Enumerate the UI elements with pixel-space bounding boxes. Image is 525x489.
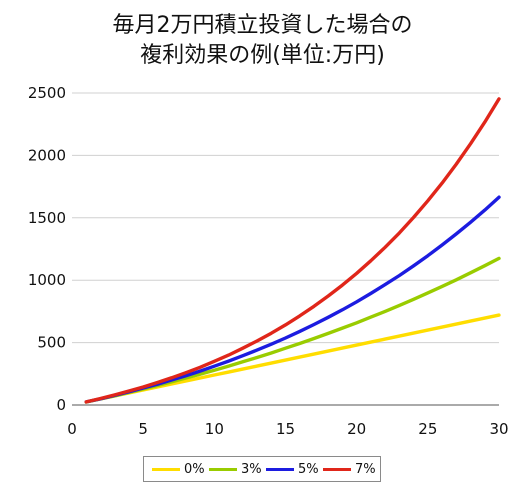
legend-item-0: 0% [152,457,205,481]
series-line-3 [84,97,501,404]
legend-item-1: 3% [209,457,262,481]
legend-swatch-2 [266,467,294,471]
legend: 0% 3% 5% 7% [143,456,381,482]
legend-label-3: 7% [355,461,376,477]
x-tick-label: 10 [205,420,224,438]
y-tick-label: 1000 [28,271,66,289]
legend-label-1: 3% [241,461,262,477]
y-tick-label: 2000 [28,146,66,164]
series-line-2 [84,195,501,404]
x-tick-label: 0 [67,420,77,438]
chart-title-line1: 毎月2万円積立投資した場合の [112,13,413,38]
y-tick-label: 500 [37,334,66,352]
x-tick-label: 5 [138,420,148,438]
x-tick-label: 25 [418,420,437,438]
legend-label-0: 0% [184,461,205,477]
legend-item-2: 5% [266,457,319,481]
legend-swatch-1 [209,467,237,471]
chart-title-line2: 複利効果の例(単位:万円) [140,43,385,68]
y-tick-label: 2500 [28,84,66,102]
series-lines [84,97,501,404]
legend-swatch-0 [152,467,180,471]
x-tick-label: 15 [276,420,295,438]
y-tick-label: 0 [56,396,66,414]
y-axis-ticks: 0 500 1000 1500 2000 2500 [28,84,66,414]
legend-item-3: 7% [323,457,376,481]
legend-swatch-3 [323,467,351,471]
x-tick-label: 30 [489,420,508,438]
y-tick-label: 1500 [28,209,66,227]
gridlines [72,92,499,406]
x-axis-ticks: 0 5 10 15 20 25 30 [67,420,508,438]
legend-label-2: 5% [298,461,319,477]
x-tick-label: 20 [347,420,366,438]
